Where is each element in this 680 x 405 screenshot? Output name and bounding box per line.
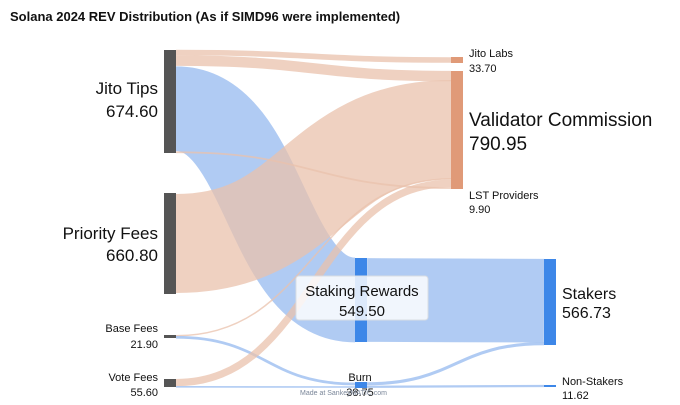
node-label-stakers-label: Stakers <box>562 286 616 303</box>
node-label-non_stakers-value: 11.62 <box>562 390 589 402</box>
node-label-jito_tips-label: Jito Tips <box>96 79 158 98</box>
node-label-lst_providers-label: LST Providers <box>469 190 539 202</box>
node-validator_commission <box>451 71 463 187</box>
node-label-jito_labs-label: Jito Labs <box>469 48 514 60</box>
node-label-non_stakers-label: Non-Stakers <box>562 376 624 388</box>
node-label-stakers-value: 566.73 <box>562 305 611 322</box>
node-label-base_fees-value: 21.90 <box>130 339 158 351</box>
node-label-burn-value: 38.75 <box>346 387 374 399</box>
node-label-vote_fees-value: 55.60 <box>130 387 158 399</box>
node-non_stakers <box>544 385 556 387</box>
link-burn-to-stakers <box>366 342 545 386</box>
node-priority_fees <box>164 193 176 294</box>
node-label-staking_rewards-label: Staking Rewards <box>305 283 418 300</box>
link-jito_tips-to-jito_labs <box>175 49 452 63</box>
node-burn <box>355 382 367 388</box>
node-label-jito_labs-value: 33.70 <box>469 63 497 75</box>
node-label-lst_providers-value: 9.90 <box>469 204 490 216</box>
chart-title: Solana 2024 REV Distribution (As if SIMD… <box>10 9 401 24</box>
node-stakers <box>544 259 556 345</box>
node-label-burn-label: Burn <box>348 372 371 384</box>
node-jito_tips <box>164 50 176 153</box>
link-base_fees-to-burn <box>175 335 356 386</box>
node-base_fees <box>164 335 176 338</box>
node-label-jito_tips-value: 674.60 <box>106 102 158 121</box>
sankey-labels: Staking Rewards 549.50 Jito Tips 674.60 Prio… <box>63 48 653 402</box>
node-lst_providers <box>451 187 463 189</box>
node-vote_fees <box>164 379 176 387</box>
node-label-priority_fees-label: Priority Fees <box>63 224 158 243</box>
staking-rewards-label-box <box>295 275 429 321</box>
node-label-staking_rewards-value: 549.50 <box>339 303 385 320</box>
node-jito_labs <box>451 57 463 63</box>
link-burn-to-non_stakers <box>366 384 545 388</box>
node-label-validator_commission-label: Validator Commission <box>469 110 652 131</box>
link-jito_tips-to-validator_commission <box>175 55 452 82</box>
node-label-base_fees-label: Base Fees <box>105 323 158 335</box>
watermark: Made at SankeyMATIC.com <box>300 390 388 397</box>
link-priority_fees-to-validator_commission <box>174 80 453 293</box>
link-base_fees-to-validator_commission <box>175 178 452 337</box>
node-label-validator_commission-value: 790.95 <box>469 134 527 155</box>
node-label-vote_fees-label: Vote Fees <box>108 372 158 384</box>
node-label-priority_fees-value: 660.80 <box>106 246 158 265</box>
